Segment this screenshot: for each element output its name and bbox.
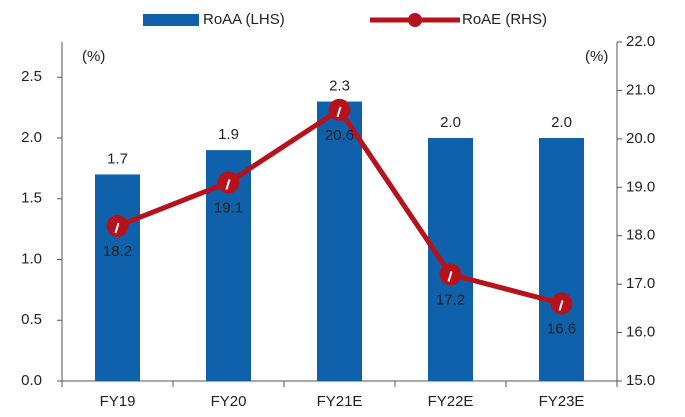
legend-swatch xyxy=(143,14,199,26)
x-tick-label: FY21E xyxy=(317,393,363,410)
y2-tick-label: 15.0 xyxy=(626,372,655,389)
line-value-label: 16.6 xyxy=(547,320,576,337)
bar-value-label: 2.0 xyxy=(440,114,461,131)
y2-tick-label: 19.0 xyxy=(626,178,655,195)
bar-value-label: 1.7 xyxy=(107,150,128,167)
y2-tick-label: 18.0 xyxy=(626,227,655,244)
marker-glint xyxy=(336,106,342,118)
y-tick-label: 2.0 xyxy=(21,129,42,146)
bar-value-label: 1.9 xyxy=(218,126,239,143)
bar xyxy=(317,101,362,382)
bar xyxy=(428,137,473,381)
x-tick-label: FY23E xyxy=(539,393,585,410)
bar xyxy=(539,137,584,381)
line-value-label: 20.6 xyxy=(325,127,354,144)
y2-tick-label: 20.0 xyxy=(626,130,655,147)
y2-unit-label: (%) xyxy=(585,48,608,65)
y2-tick-label: 22.0 xyxy=(626,33,655,50)
x-tick-label: FY20 xyxy=(211,393,247,410)
marker-glint xyxy=(558,300,564,311)
y-tick-label: 2.5 xyxy=(21,68,42,85)
legend-label: RoAA (LHS) xyxy=(203,11,285,28)
marker-glint xyxy=(447,271,453,282)
y2-tick-label: 21.0 xyxy=(626,81,655,98)
y-tick-label: 1.5 xyxy=(21,190,42,207)
marker-glint xyxy=(225,179,231,190)
line-value-label: 19.1 xyxy=(214,199,243,216)
y-unit-label: (%) xyxy=(82,48,105,65)
legend-marker xyxy=(408,13,422,27)
y-tick-label: 0.0 xyxy=(21,372,42,389)
y-tick-label: 0.5 xyxy=(21,311,42,328)
bar xyxy=(95,174,140,381)
line-value-label: 17.2 xyxy=(436,291,465,308)
y2-tick-label: 16.0 xyxy=(626,324,655,341)
bar-value-label: 2.0 xyxy=(551,114,572,131)
bar-value-label: 2.3 xyxy=(329,78,350,95)
x-tick-label: FY22E xyxy=(428,393,474,410)
marker-glint xyxy=(114,222,120,234)
line-value-label: 18.2 xyxy=(103,243,132,260)
y2-tick-label: 17.0 xyxy=(626,275,655,292)
y-tick-label: 1.0 xyxy=(21,250,42,267)
x-tick-label: FY19 xyxy=(100,393,136,410)
legend-label: RoAE (RHS) xyxy=(462,11,547,28)
